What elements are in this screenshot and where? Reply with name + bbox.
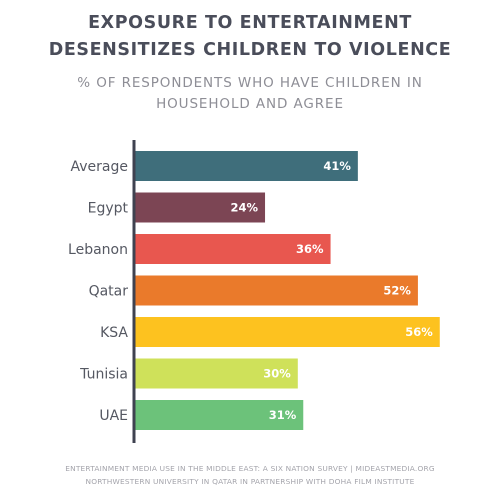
category-label-ksa: KSA <box>100 325 128 341</box>
bar-uae <box>134 400 304 430</box>
value-label-qatar: 52% <box>383 284 411 298</box>
bar-ksa <box>134 317 440 347</box>
bar-tunisia <box>134 358 298 389</box>
chart-title: EXPOSURE TO ENTERTAINMENT DESENSITIZES C… <box>48 13 452 60</box>
bar-average <box>134 151 358 181</box>
source-line-2: NORTHWESTERN UNIVERSITY IN QATAR IN PART… <box>85 477 415 486</box>
chart-subtitle: % OF RESPONDENTS WHO HAVE CHILDREN IN HO… <box>77 75 423 112</box>
bar-lebanon <box>134 234 331 264</box>
bar-egypt <box>134 192 266 223</box>
category-label-tunisia: Tunisia <box>79 367 128 383</box>
chart-source: ENTERTAINMENT MEDIA USE IN THE MIDDLE EA… <box>0 462 500 488</box>
value-label-tunisia: 30% <box>263 367 291 381</box>
source-line-1: ENTERTAINMENT MEDIA USE IN THE MIDDLE EA… <box>65 464 435 473</box>
value-label-egypt: 24% <box>231 201 259 215</box>
category-label-lebanon: Lebanon <box>68 242 128 258</box>
category-label-qatar: Qatar <box>89 284 129 300</box>
value-label-average: 41% <box>323 159 351 173</box>
bar-qatar <box>134 275 418 306</box>
value-label-lebanon: 36% <box>296 242 324 256</box>
category-label-uae: UAE <box>99 408 128 424</box>
value-label-ksa: 56% <box>405 325 433 339</box>
value-label-uae: 31% <box>269 408 297 422</box>
category-label-average: Average <box>71 159 129 175</box>
category-label-egypt: Egypt <box>88 201 129 217</box>
